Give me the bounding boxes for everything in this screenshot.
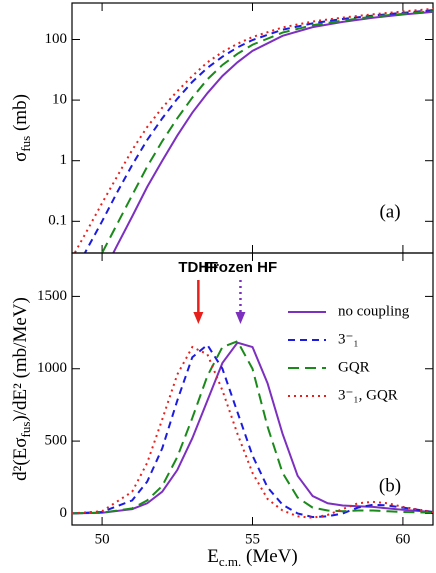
y-tick-label: 1: [60, 152, 68, 168]
arrow-head: [193, 312, 204, 324]
annotation: Frozen HF: [204, 259, 277, 276]
label-sub: c.m.: [219, 554, 241, 569]
legend-label: 3⁻₁, GQR: [338, 387, 398, 403]
y-tick-label: 0.1: [48, 213, 67, 229]
axis-label: σfus (mb): [10, 94, 33, 162]
label-sub: fus: [18, 136, 33, 152]
annotation: TDHF: [178, 259, 218, 276]
y-tick-label: 10: [52, 92, 67, 108]
x-tick-label: 60: [395, 531, 410, 547]
series-line: [72, 340, 433, 515]
series-line: [112, 10, 433, 253]
y-tick-label: 0: [60, 505, 68, 521]
legend-label: no coupling: [338, 303, 410, 319]
y-tick-label: 1000: [37, 360, 67, 376]
y-tick-label: 500: [45, 433, 68, 449]
arrow-head: [235, 312, 246, 324]
y-tick-label: 100: [45, 31, 68, 47]
panel-label: (a): [379, 201, 400, 222]
label-rest: )/dE² (mb/MeV): [10, 297, 31, 421]
label-base: E: [207, 546, 219, 567]
axis-label: d²(Eσfus)/dE² (mb/MeV): [10, 297, 33, 481]
panel-label: (b): [379, 475, 401, 496]
plot-area: [73, 7, 433, 253]
series-line: [83, 9, 433, 253]
x-tick-label: 50: [95, 531, 110, 547]
axis-label: Ec.m. (MeV): [207, 546, 297, 569]
label-sub: fus: [18, 422, 33, 438]
label-base: d²(Eσ: [10, 437, 31, 480]
series-line: [72, 341, 433, 515]
legend-label: 3⁻₁: [338, 331, 359, 347]
series-line: [72, 345, 433, 519]
series-line: [72, 343, 433, 519]
label-rest: (mb): [10, 94, 31, 136]
y-tick-label: 1500: [37, 288, 67, 304]
x-tick-label: 55: [245, 531, 260, 547]
plot-area: [72, 340, 433, 519]
label-rest: (MeV): [241, 546, 297, 567]
label-base: σ: [10, 152, 31, 162]
legend-label: GQR: [338, 359, 370, 375]
